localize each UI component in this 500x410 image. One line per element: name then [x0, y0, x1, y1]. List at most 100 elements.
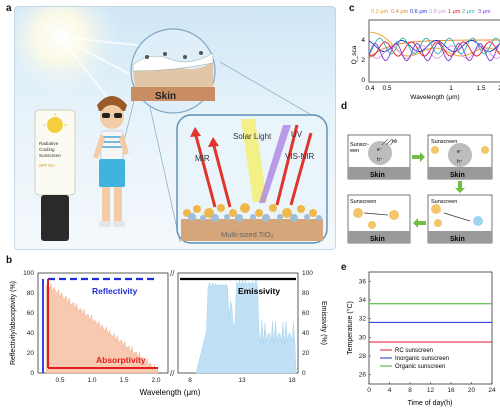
c-legend-item-3: 0.8 μm [429, 9, 447, 15]
b-right-ytick-60: 60 [302, 310, 310, 317]
b-xtick-8: 8 [188, 377, 192, 384]
person-illustration [93, 96, 129, 227]
absorptivity-fill [45, 283, 159, 374]
sunscreen-tube-icon [34, 109, 76, 241]
d-box-4 [427, 194, 493, 244]
d-hv-label: hv [392, 139, 398, 145]
c-xtick-0.4: 0.4 [365, 85, 374, 92]
d-sunscreen-label-1: Sunscr-een [350, 142, 369, 154]
e-ytick-30: 30 [359, 334, 367, 341]
b-xtick-2.0: 2.0 [151, 377, 160, 384]
d-sunscreen-3: Sunscreen [350, 199, 376, 205]
e-legend-item-1: Inorganic sunscreen [395, 356, 449, 362]
visnir-label: VIS-NIR [285, 152, 315, 161]
c-ytick-0: 0 [361, 77, 365, 84]
b-left-ytick-100: 100 [23, 270, 34, 277]
e-xtick-0: 0 [367, 387, 371, 394]
c-ytick-2: 2 [361, 57, 365, 64]
e-ytick-32: 32 [359, 316, 367, 323]
d-hole-1: h⁺ [377, 157, 383, 163]
d-skin-2: Skin [450, 172, 465, 179]
c-legend-item-6: 3 μm [478, 9, 491, 15]
c-xtick-1: 1 [449, 85, 453, 92]
b-left-ytick-60: 60 [27, 310, 35, 317]
e-xtick-20: 20 [468, 387, 476, 394]
reflectivity-label: Reflectivity [92, 286, 138, 296]
c-ytick-4: 4 [361, 37, 365, 44]
b-ylabel-left: Reflectivity/absorptivity (%) [10, 281, 17, 365]
b-xtick-1.5: 1.5 [119, 377, 128, 384]
panel-a-label: a [6, 3, 12, 14]
tio2-label: Multi-sized TiO₂ [221, 230, 274, 239]
tube-line-3: Sunscreen [39, 153, 61, 158]
e-xlabel: Time of day(h) [408, 400, 453, 407]
d-box-2 [427, 134, 493, 180]
d-sunscreen-4: Sunscreen [431, 199, 457, 205]
d-box-3 [347, 194, 411, 244]
c-series-0 [368, 31, 500, 57]
tube-line-2: Cooling [39, 147, 55, 152]
c-xtick-1.5: 1.5 [476, 85, 485, 92]
e-xtick-4: 4 [388, 387, 392, 394]
uv-label: UV [291, 130, 303, 139]
b-right-ytick-20: 20 [302, 350, 310, 357]
d-hole-2: h⁺ [457, 159, 463, 165]
b-right-ytick-80: 80 [302, 290, 310, 297]
b-xlabel: Wavelength (μm) [140, 388, 201, 397]
emissivity-label: Emissivity [238, 286, 280, 296]
b-left-ytick-40: 40 [27, 330, 35, 337]
c-legend-item-4: 1 μm [448, 9, 461, 15]
d-electron-2: e⁻ [457, 149, 463, 155]
e-xtick-8: 8 [408, 387, 412, 394]
e-xtick-12: 12 [427, 387, 435, 394]
e-ytick-34: 34 [359, 297, 367, 304]
b-xtick-0.5: 0.5 [55, 377, 64, 384]
e-ytick-28: 28 [359, 353, 367, 360]
c-ylabel: Q_sca [351, 45, 358, 64]
absorptivity-label: Absorptivity [96, 355, 146, 365]
chart-b: // // Reflectivity Absorptivity Emissivi… [10, 269, 327, 397]
mir-label: MIR [195, 154, 210, 163]
panel-a-illustration: Skin Radiative Cooling Sunscreen SPF 50+ [14, 6, 336, 250]
c-legend-item-5: 2 μm [462, 9, 475, 15]
c-legend-item-0: 0.2 μm [371, 9, 389, 15]
e-ytick-36: 36 [359, 278, 367, 285]
c-xtick-0.5: 0.5 [382, 85, 391, 92]
mechanism-diagram-d: Sunscr-een hv e⁻ h⁺ Skin Sunscreen e⁻ h⁺… [347, 134, 493, 244]
b-xtick-1.0: 1.0 [87, 377, 96, 384]
b-right-ytick-0: 0 [302, 370, 306, 377]
solar-light-label: Solar Light [233, 132, 272, 141]
chart-c: 0.2 μm 0.4 μm 0.6 μm 0.8 μm 1 μm 2 μm 3 μm 4 2… [351, 9, 500, 101]
e-ytick-26: 26 [359, 372, 367, 379]
b-xtick-13: 13 [238, 377, 246, 384]
c-legend-item-1: 0.4 μm [391, 9, 409, 15]
panel-d-label: d [341, 101, 348, 112]
skin-bubble-label: Skin [155, 91, 176, 102]
c-series-6 [368, 42, 500, 62]
svg-text://: // [170, 369, 175, 378]
d-skin-3: Skin [370, 236, 385, 243]
b-ylabel-right: Emissivity (%) [320, 301, 327, 345]
b-right-ytick-40: 40 [302, 330, 310, 337]
c-xtick-2: 2 [498, 85, 500, 92]
c-series-4 [368, 41, 500, 57]
e-xtick-24: 24 [488, 387, 496, 394]
panel-c-label: c [349, 3, 355, 14]
b-left-ytick-20: 20 [27, 350, 35, 357]
panel-b-label: b [6, 255, 13, 266]
e-ylabel: Temperature (°C) [346, 301, 354, 355]
tube-spf: SPF 50+ [39, 163, 56, 168]
c-series-5 [368, 37, 500, 55]
tube-line-1: Radiative [39, 141, 59, 146]
d-skin-4: Skin [450, 236, 465, 243]
d-electron-1: e⁻ [377, 147, 383, 153]
e-legend-item-2: Organic sunscreen [395, 364, 445, 370]
chart-e: 26 28 30 32 34 36 0 4 8 12 16 20 24 RC sunscreen Ino… [346, 271, 496, 407]
e-legend-item-0: RC sunscreen [395, 348, 433, 354]
svg-text://: // [170, 269, 175, 278]
c-xlabel: Wavelength (μm) [410, 94, 459, 101]
c-legend-item-2: 0.6 μm [410, 9, 428, 15]
b-left-ytick-0: 0 [30, 370, 34, 377]
d-skin-1: Skin [370, 172, 385, 179]
d-box-1 [347, 134, 411, 180]
